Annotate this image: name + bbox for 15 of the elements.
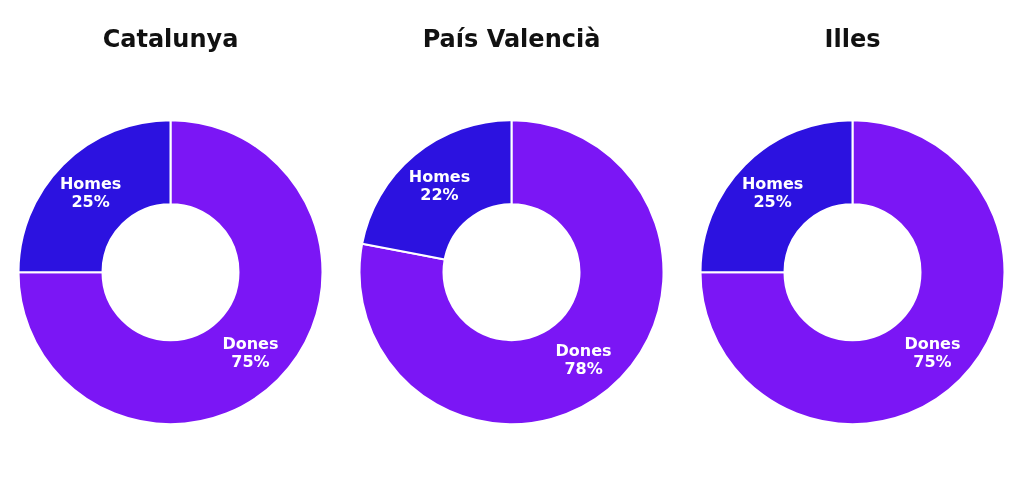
data-label: 78% [564,358,603,378]
chart-title: País Valencià [422,25,601,53]
data-label: 75% [231,351,270,371]
slice-label: Dones [222,333,279,353]
data-label: 25% [753,191,792,211]
data-label: 75% [913,351,952,371]
slice-label: Homes [408,166,471,186]
slice-label: Dones [904,333,961,353]
slice-label: Homes [741,173,804,193]
chart-title: Catalunya [102,25,239,53]
slice-label: Homes [59,173,122,193]
slice-label: Dones [555,340,612,360]
data-label: 25% [71,191,110,211]
chart-title: Illes [824,25,881,53]
data-label: 22% [420,184,459,204]
